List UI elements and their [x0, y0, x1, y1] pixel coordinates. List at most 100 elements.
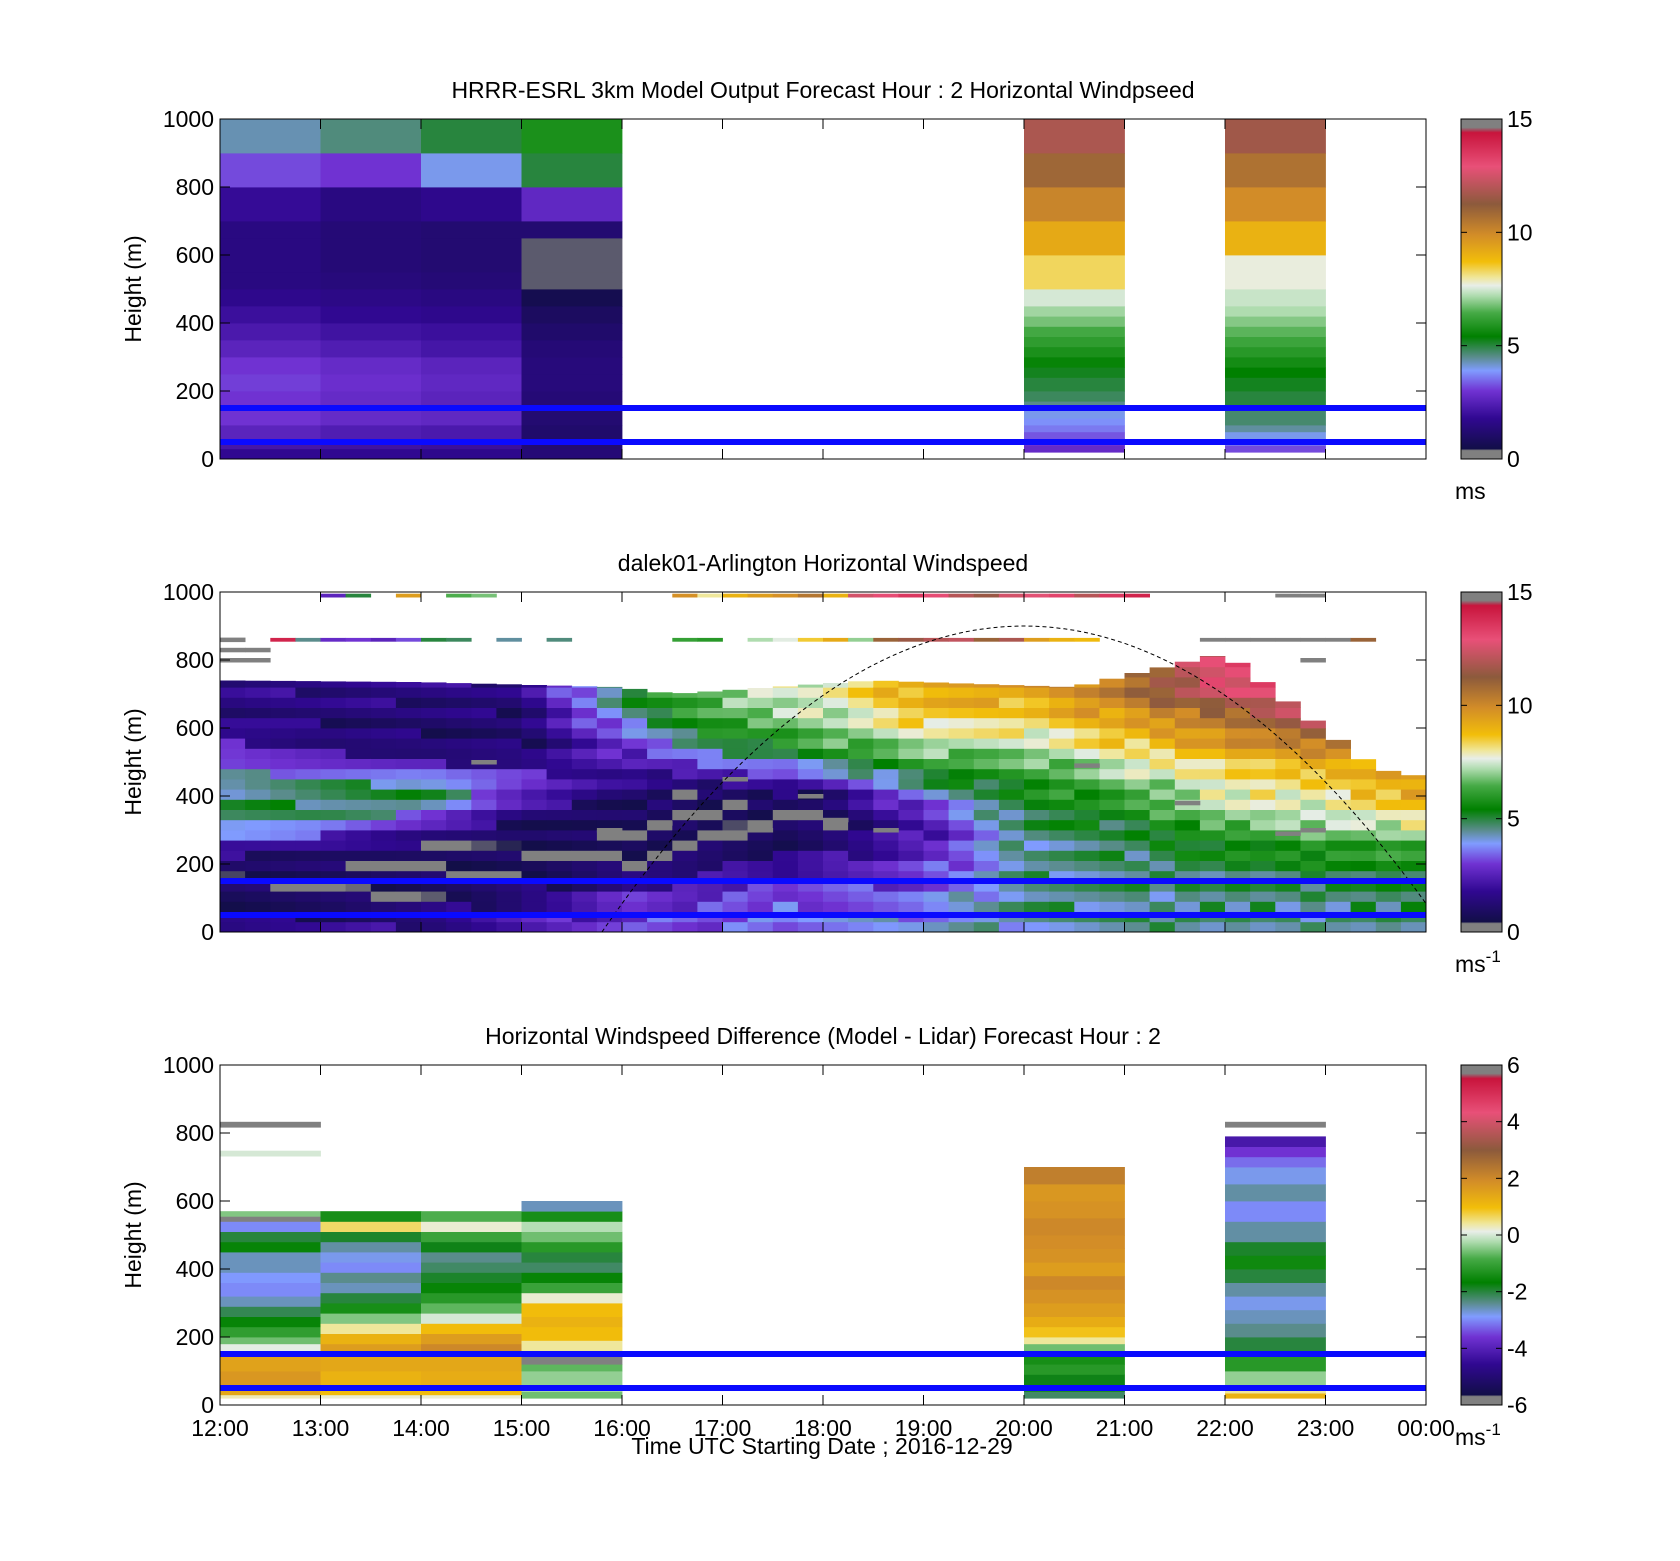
heatmap-cell — [320, 758, 346, 770]
heatmap-cell — [1225, 1371, 1326, 1389]
heatmap-cell — [370, 748, 397, 759]
x-tick-label: 17:00 — [694, 1415, 752, 1441]
heatmap-cell — [395, 717, 422, 729]
heatmap-cell — [672, 809, 698, 821]
heatmap-cell — [421, 748, 447, 759]
heatmap-cell — [546, 891, 573, 902]
heatmap-cell — [1124, 677, 1150, 688]
heatmap-cell — [220, 1326, 321, 1338]
heatmap-cell — [647, 789, 673, 800]
heatmap-cell — [320, 809, 346, 821]
heatmap-cell — [1024, 1316, 1125, 1328]
heatmap-cell — [471, 728, 497, 739]
heatmap-cell — [1350, 850, 1377, 861]
heatmap-cell — [1300, 768, 1326, 780]
heatmap-cell — [421, 1262, 522, 1273]
heatmap-cell — [1024, 1248, 1125, 1263]
heatmap-cell — [546, 840, 573, 851]
heatmap-cell — [1275, 891, 1301, 902]
heatmap-cell — [320, 891, 346, 902]
heatmap-cell — [1375, 789, 1402, 800]
heatmap-cell — [1024, 637, 1050, 642]
heatmap-cell — [923, 921, 949, 933]
heatmap-cell — [370, 901, 397, 912]
heatmap-cell — [1199, 870, 1226, 882]
heatmap-cell — [948, 738, 975, 749]
heatmap-cell — [521, 830, 547, 841]
heatmap-cell — [873, 738, 899, 749]
heatmap-cell — [596, 901, 623, 912]
colorbar-tick-label: -2 — [1507, 1279, 1527, 1305]
x-tick-label: 18:00 — [794, 1415, 852, 1441]
heatmap-cell — [521, 921, 547, 933]
heatmap-cell — [446, 707, 472, 719]
heatmap-cell — [521, 728, 547, 739]
heatmap-cell — [320, 408, 422, 426]
heatmap-cell — [848, 891, 874, 902]
heatmap-cell — [1250, 891, 1276, 902]
heatmap-cell — [973, 891, 1000, 902]
heatmap-cell — [446, 637, 472, 642]
heatmap-cell — [270, 850, 296, 861]
heatmap-cell — [998, 850, 1025, 861]
y-tick-label: 600 — [176, 715, 214, 741]
heatmap-cell — [421, 374, 522, 392]
heatmap-cell — [1225, 1184, 1326, 1202]
heatmap-cell — [370, 840, 397, 851]
heatmap-cell — [320, 1292, 422, 1304]
heatmap-cell — [672, 758, 698, 770]
heatmap-cell — [722, 830, 748, 841]
heatmap-cell — [1300, 728, 1326, 739]
heatmap-cell — [421, 687, 447, 698]
heatmap-cell — [1124, 728, 1150, 739]
heatmap-cell — [295, 697, 321, 708]
heatmap-cell — [1400, 830, 1427, 841]
heatmap-cell — [898, 687, 924, 698]
heatmap-cell — [1049, 768, 1075, 780]
heatmap-cell — [220, 1306, 321, 1317]
heatmap-cell — [973, 593, 1000, 598]
heatmap-cell — [848, 850, 874, 861]
heatmap-cell — [973, 758, 1000, 770]
heatmap-cell — [948, 819, 975, 831]
heatmap-cell — [421, 119, 522, 154]
heatmap-cell — [446, 870, 472, 882]
heatmap-cell — [421, 1313, 522, 1324]
heatmap-cell — [1174, 666, 1201, 678]
heatmap-cell — [295, 850, 321, 861]
heatmap-cell — [320, 748, 346, 759]
heatmap-cell — [1149, 830, 1176, 841]
heatmap-cell — [395, 758, 422, 770]
heatmap-cell — [873, 680, 899, 688]
heatmap-cell — [471, 840, 497, 851]
heatmap-cell — [220, 1252, 321, 1273]
heatmap-cell — [245, 680, 271, 688]
heatmap-cell — [546, 881, 573, 892]
heatmap-cell — [622, 738, 648, 749]
heatmap-cell — [295, 681, 321, 688]
heatmap-cell — [270, 809, 296, 821]
heatmap-cell — [1225, 445, 1326, 453]
heatmap-cell — [1250, 707, 1276, 719]
heatmap-cell — [722, 809, 748, 821]
heatmap-cell — [220, 391, 321, 409]
heatmap-cell — [1225, 1221, 1326, 1243]
heatmap-cell — [446, 860, 472, 872]
heatmap-cell — [1225, 1136, 1326, 1147]
heatmap-cell — [1099, 799, 1125, 810]
heatmap-cell — [923, 728, 949, 739]
heatmap-cell — [1199, 707, 1226, 719]
heatmap-cell — [697, 891, 723, 902]
heatmap-cell — [622, 728, 648, 739]
heatmap-cell — [446, 748, 472, 759]
heatmap-cell — [395, 637, 422, 642]
heatmap-cell — [722, 689, 748, 698]
heatmap-cell — [521, 391, 623, 409]
heatmap-cell — [1225, 768, 1251, 780]
heatmap-cell — [823, 901, 849, 912]
heatmap-cell — [722, 789, 748, 800]
heatmap-cell — [295, 779, 321, 790]
heatmap-cell — [395, 901, 422, 912]
heatmap-cell — [496, 687, 522, 698]
heatmap-cell — [496, 738, 522, 749]
